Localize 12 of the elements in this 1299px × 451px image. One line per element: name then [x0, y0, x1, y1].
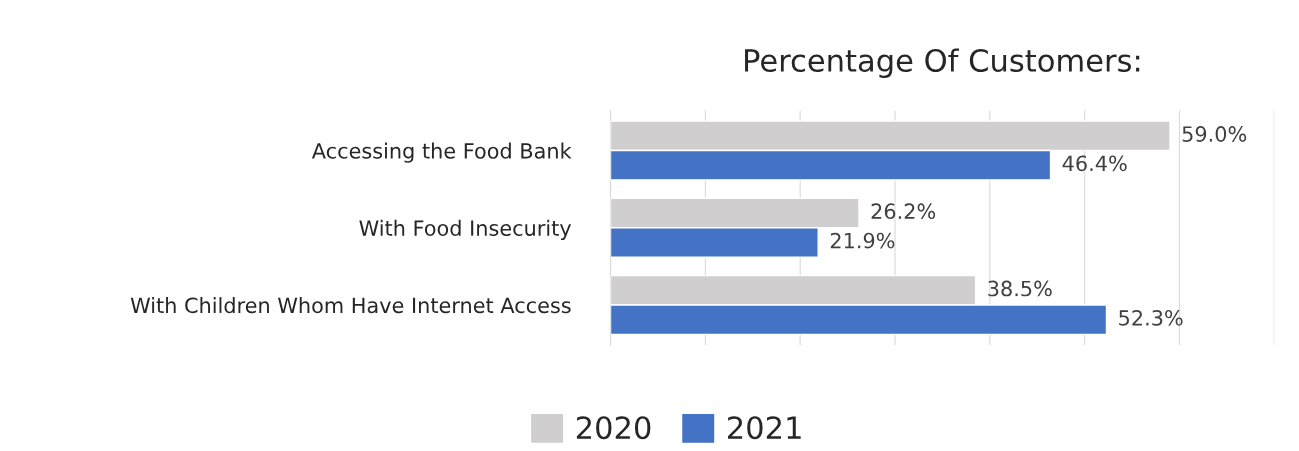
data-label: 59.0% — [1182, 126, 1247, 142]
data-label: 38.5% — [988, 280, 1052, 297]
data-label: 46.4% — [1062, 155, 1127, 172]
legend-label: 2021 — [727, 416, 801, 440]
chart-title: Percentage Of Customers: — [745, 48, 1140, 78]
y-tick-label: With Children Whom Have Internet Access — [130, 297, 571, 314]
data-label: 21.9% — [830, 232, 895, 249]
legend-label: 2020 — [576, 416, 651, 440]
data-label: 52.3% — [1119, 309, 1183, 326]
y-tick-label: Accessing the Food Bank — [311, 142, 572, 163]
y-tick-label: With Food Insecurity — [359, 219, 572, 240]
data-label: 26.2% — [871, 203, 936, 220]
